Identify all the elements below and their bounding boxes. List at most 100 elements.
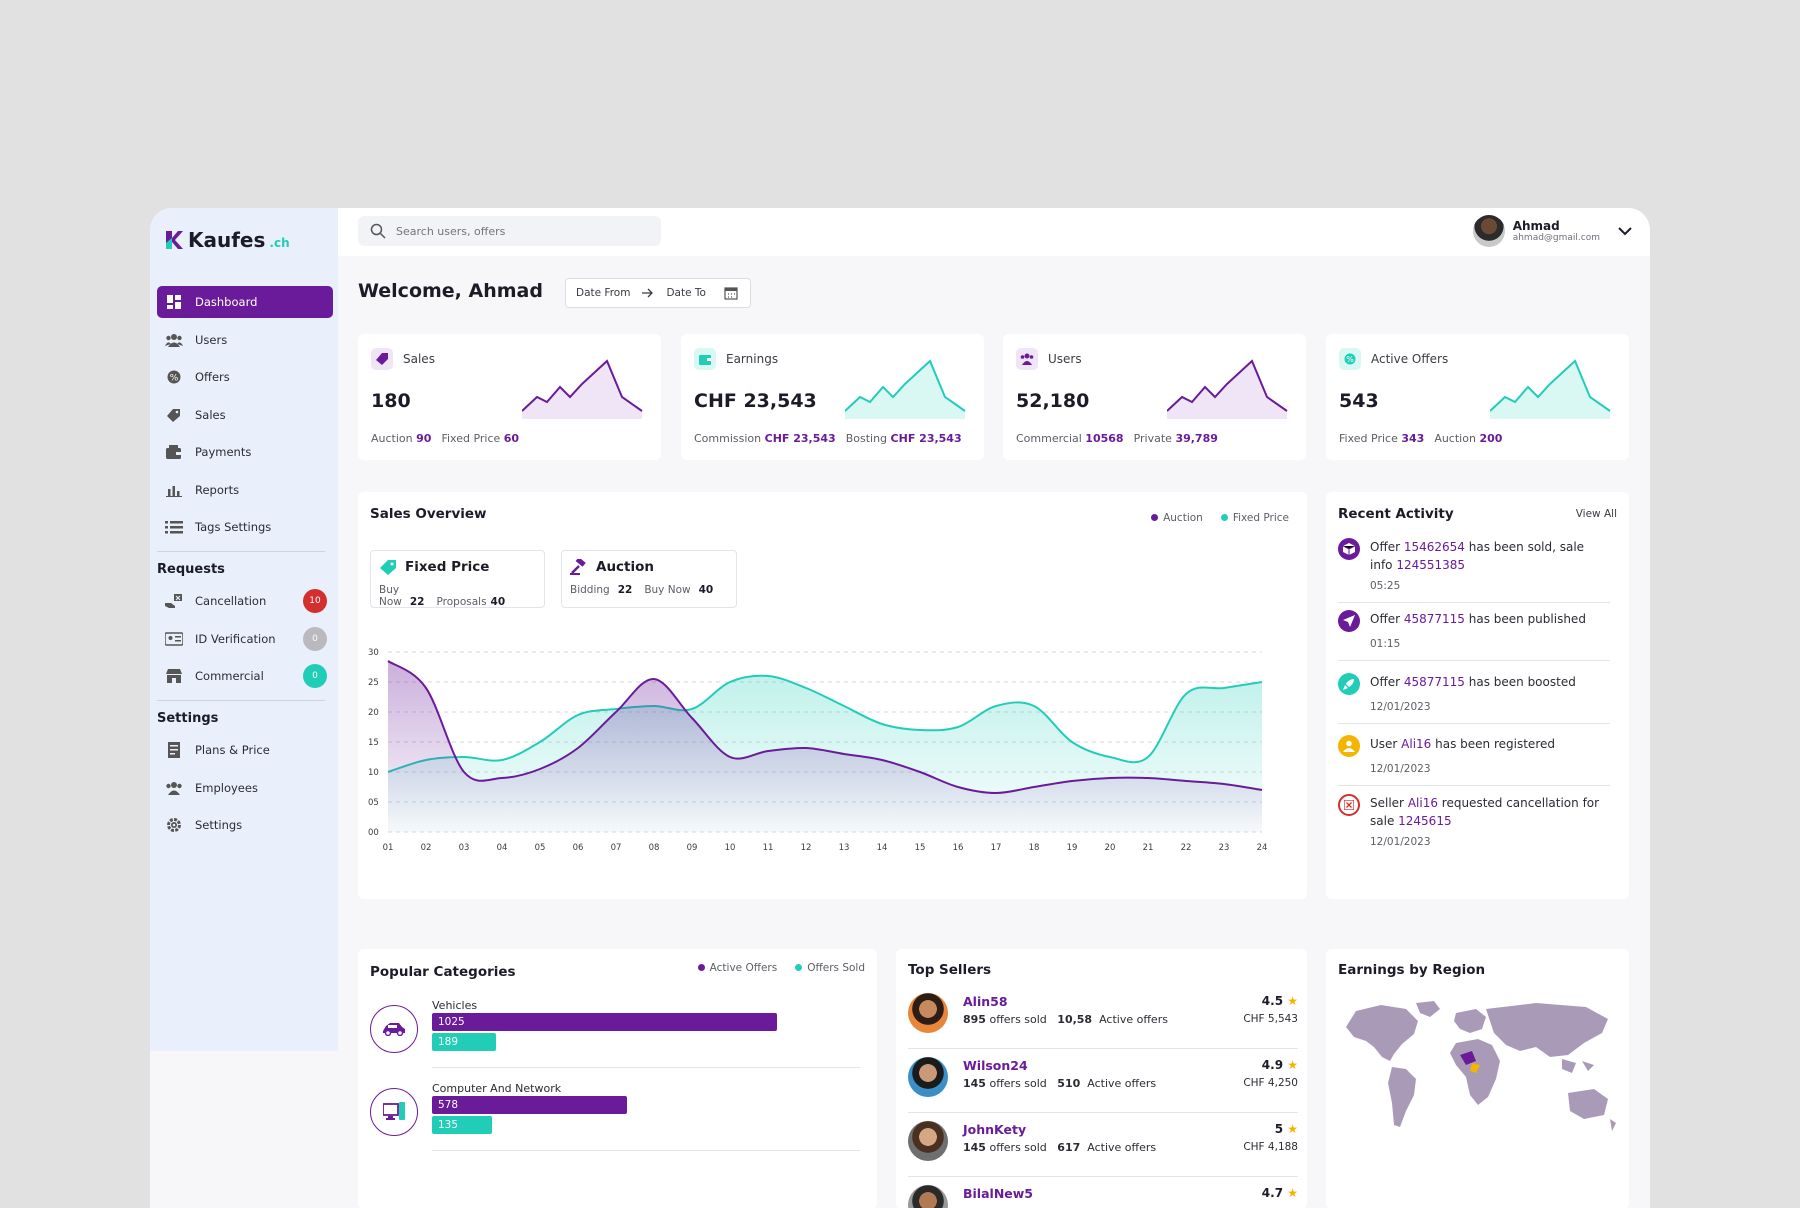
map-greenland[interactable] — [1416, 1001, 1440, 1017]
search-input[interactable] — [396, 224, 616, 238]
legend-item-active-offers[interactable]: Active Offers — [697, 962, 777, 974]
map-islands[interactable] — [1562, 1059, 1594, 1073]
seller-name[interactable]: Alin58 — [963, 994, 1008, 1009]
data-point-fixed-price[interactable] — [499, 757, 505, 763]
data-point-fixed-price[interactable] — [993, 703, 999, 709]
activity-link[interactable]: 45877115 — [1403, 675, 1465, 689]
date-to[interactable]: Date To — [666, 287, 706, 299]
data-point-auction[interactable] — [803, 745, 809, 751]
map-region-highlight[interactable] — [1470, 1063, 1480, 1073]
data-point-auction[interactable] — [1183, 778, 1189, 784]
data-point-auction[interactable] — [955, 784, 961, 790]
activity-link[interactable]: 124551385 — [1396, 558, 1466, 572]
stat-card-earnings[interactable]: Earnings CHF 23,543 Commission CHF 23,54… — [681, 334, 984, 460]
data-point-fixed-price[interactable] — [1183, 691, 1189, 697]
sidebar-item-reports[interactable]: Reports — [157, 474, 333, 506]
data-point-fixed-price[interactable] — [461, 754, 467, 760]
map-region-highlight[interactable] — [1460, 1051, 1476, 1065]
data-point-fixed-price[interactable] — [1069, 739, 1075, 745]
data-point-fixed-price[interactable] — [1259, 679, 1265, 685]
seller-row[interactable]: Alin58 895 offers sold 10,58 Active offe… — [908, 989, 1298, 1049]
seller-name[interactable]: Wilson24 — [963, 1058, 1028, 1073]
activity-link[interactable]: Ali16 — [1407, 796, 1438, 810]
data-point-auction[interactable] — [499, 775, 505, 781]
data-point-auction[interactable] — [1221, 781, 1227, 787]
data-point-fixed-price[interactable] — [917, 727, 923, 733]
world-map[interactable] — [1336, 999, 1621, 1169]
date-range-picker[interactable]: Date From Date To — [565, 278, 751, 308]
map-europe[interactable] — [1454, 1009, 1486, 1033]
data-point-auction[interactable] — [1107, 775, 1113, 781]
activity-item[interactable]: Offer 45877115 has been published 01:15 — [1338, 610, 1610, 661]
activity-item[interactable]: Offer 15462654 has been sold, sale info … — [1338, 538, 1610, 603]
seller-row[interactable]: Wilson24 145 offers sold 510 Active offe… — [908, 1053, 1298, 1113]
data-point-auction[interactable] — [461, 769, 467, 775]
data-point-auction[interactable] — [575, 745, 581, 751]
data-point-fixed-price[interactable] — [689, 706, 695, 712]
category-row[interactable]: Vehicles 1025 189 — [370, 999, 860, 1089]
sidebar-item-payments[interactable]: Payments — [157, 436, 333, 468]
activity-item[interactable]: User Ali16 has been registered 12/01/202… — [1338, 735, 1610, 786]
map-north-america[interactable] — [1346, 1005, 1418, 1061]
seller-name[interactable]: JohnKety — [963, 1122, 1027, 1137]
auction-summary[interactable]: Auction Bidding 22 Buy Now 40 — [561, 550, 737, 608]
data-point-auction[interactable] — [1145, 775, 1151, 781]
date-from[interactable]: Date From — [576, 287, 631, 299]
data-point-auction[interactable] — [537, 766, 543, 772]
data-point-auction[interactable] — [879, 757, 885, 763]
data-point-auction[interactable] — [765, 748, 771, 754]
category-row[interactable]: Computer And Network 578 135 — [370, 1082, 860, 1172]
sidebar-item-plans-price[interactable]: Plans & Price — [157, 734, 333, 766]
sidebar-item-users[interactable]: Users — [157, 324, 333, 356]
data-point-fixed-price[interactable] — [803, 685, 809, 691]
sidebar-item-employees[interactable]: Employees — [157, 772, 333, 804]
activity-link[interactable]: 45877115 — [1403, 612, 1465, 626]
data-point-fixed-price[interactable] — [1031, 703, 1037, 709]
activity-item[interactable]: Seller Ali16 requested cancellation for … — [1338, 794, 1610, 848]
fixed-price-summary[interactable]: Fixed Price Buy Now 22 Proposals 40 — [370, 550, 545, 608]
data-point-auction[interactable] — [841, 751, 847, 757]
legend-item-fixed-price[interactable]: Fixed Price — [1220, 512, 1289, 524]
legend-item-auction[interactable]: Auction — [1151, 512, 1203, 524]
user-menu[interactable]: Ahmad ahmad@gmail.com — [1472, 215, 1632, 247]
data-point-auction[interactable] — [423, 685, 429, 691]
data-point-fixed-price[interactable] — [765, 673, 771, 679]
series-line-auction[interactable] — [387, 660, 1263, 795]
map-south-america[interactable] — [1388, 1067, 1416, 1127]
activity-link[interactable]: 1245615 — [1398, 814, 1452, 828]
data-point-auction[interactable] — [917, 769, 923, 775]
activity-link[interactable]: Ali16 — [1401, 737, 1432, 751]
data-point-auction[interactable] — [727, 754, 733, 760]
data-point-fixed-price[interactable] — [955, 724, 961, 730]
sidebar-item-tags-settings[interactable]: Tags Settings — [157, 511, 333, 543]
data-point-auction[interactable] — [613, 709, 619, 715]
data-point-auction[interactable] — [1031, 784, 1037, 790]
calendar-icon[interactable] — [724, 286, 738, 300]
data-point-fixed-price[interactable] — [537, 739, 543, 745]
data-point-auction[interactable] — [993, 790, 999, 796]
data-point-fixed-price[interactable] — [841, 703, 847, 709]
chevron-down-icon[interactable] — [1618, 226, 1632, 236]
data-point-fixed-price[interactable] — [575, 712, 581, 718]
sidebar-item-offers[interactable]: % Offers — [157, 361, 333, 393]
stat-card-users[interactable]: Users 52,180 Commercial 10568 Private 39,… — [1003, 334, 1306, 460]
sidebar-item-settings[interactable]: Settings — [157, 809, 333, 841]
data-point-auction[interactable] — [385, 658, 391, 664]
sidebar-item-cancellation[interactable]: Cancellation 10 — [157, 585, 333, 617]
activity-item[interactable]: Offer 45877115 has been boosted 12/01/20… — [1338, 673, 1610, 724]
sidebar-item-sales[interactable]: Sales — [157, 399, 333, 431]
stat-card-sales[interactable]: Sales 180 Auction 90 Fixed Price 60 — [358, 334, 661, 460]
legend-item-offers-sold[interactable]: Offers Sold — [795, 962, 865, 974]
view-all-link[interactable]: View All — [1575, 508, 1617, 520]
data-point-auction[interactable] — [1259, 787, 1265, 793]
seller-row[interactable]: BilalNew5 4.7 ★ — [908, 1181, 1298, 1208]
seller-name[interactable]: BilalNew5 — [963, 1186, 1034, 1201]
sidebar-item-commercial[interactable]: Commercial 0 — [157, 660, 333, 692]
map-australia[interactable] — [1568, 1089, 1608, 1119]
sales-overview-chart[interactable]: 00 05 10 15 20 25 30 01 02 03 04 05 06 07 08 09 10 11 12 1… — [358, 642, 1288, 882]
seller-row[interactable]: JohnKety 145 offers sold 617 Active offe… — [908, 1117, 1298, 1177]
data-point-fixed-price[interactable] — [1221, 685, 1227, 691]
data-point-fixed-price[interactable] — [727, 679, 733, 685]
series-line-fixed-price[interactable] — [387, 674, 1263, 773]
sidebar-item-id-verification[interactable]: ID Verification 0 — [157, 623, 333, 655]
